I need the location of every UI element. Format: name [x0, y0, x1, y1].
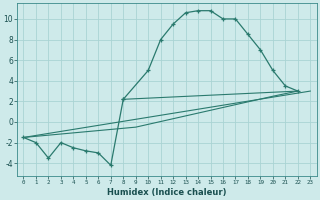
X-axis label: Humidex (Indice chaleur): Humidex (Indice chaleur): [107, 188, 227, 197]
